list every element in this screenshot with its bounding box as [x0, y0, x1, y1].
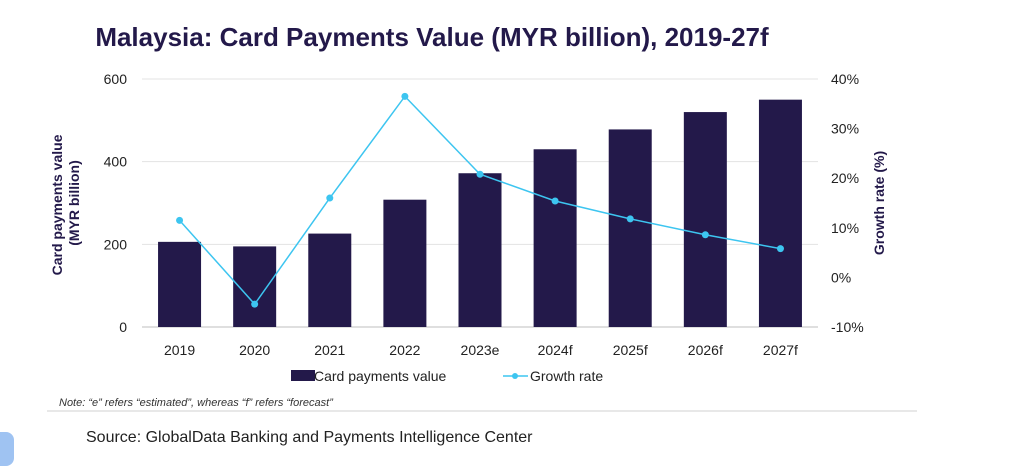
x-tick-label: 2027f [763, 342, 798, 358]
left-tick-label: 400 [104, 154, 128, 170]
chart-source: Source: GlobalData Banking and Payments … [86, 429, 533, 446]
right-tick-label: 30% [831, 121, 859, 137]
left-tick-label: 200 [104, 236, 128, 252]
right-tick-label: 10% [831, 220, 859, 236]
x-tick-label: 2019 [164, 342, 195, 358]
growth-point [476, 170, 484, 178]
legend-swatch-marker [512, 373, 518, 379]
right-tick-label: 0% [831, 269, 851, 285]
right-tick-label: 40% [831, 71, 859, 87]
growth-point [326, 194, 334, 202]
left-tick-label: 600 [104, 71, 128, 87]
legend-label-bar: Card payments value [314, 368, 447, 384]
left-axis-title: Card payments value (MYR billion) [49, 131, 82, 276]
bar [758, 99, 802, 328]
chart-note: Note: “e” refers “estimated”, whereas “f… [59, 397, 334, 409]
x-tick-label: 2020 [239, 342, 270, 358]
line-series [176, 92, 784, 308]
right-tick-label: -10% [831, 319, 864, 335]
legend-swatch-bar [291, 370, 315, 381]
bar [308, 233, 352, 327]
right-axis-title: Growth rate (%) [871, 151, 887, 255]
left-axis-title-line-2: (MYR billion) [66, 160, 82, 246]
growth-point [701, 231, 709, 239]
left-tick-label: 0 [119, 319, 127, 335]
chart-title: Malaysia: Card Payments Value (MYR billi… [95, 22, 769, 52]
growth-point [251, 300, 259, 308]
x-tick-label: 2022 [389, 342, 420, 358]
growth-point [401, 92, 409, 100]
x-tick-label: 2023e [461, 342, 500, 358]
x-tick-label: 2025f [613, 342, 648, 358]
x-tick-label: 2024f [538, 342, 573, 358]
x-tick-label: 2026f [688, 342, 723, 358]
bar [383, 199, 427, 327]
bar [458, 173, 502, 327]
bar-series [158, 99, 802, 328]
left-axis-title-line-1: Card payments value [49, 134, 65, 275]
bar [233, 246, 277, 327]
growth-point [176, 216, 184, 224]
bar [533, 149, 577, 327]
bar [683, 112, 727, 327]
left-axis-ticks: 0 200 400 600 [104, 71, 128, 335]
growth-point [551, 197, 559, 205]
right-axis-ticks: -10% 0% 10% 20% 30% 40% [831, 71, 864, 335]
growth-point [626, 215, 634, 223]
x-tick-label: 2021 [314, 342, 345, 358]
bar [158, 241, 202, 327]
bar [608, 129, 652, 327]
side-tab [0, 432, 14, 466]
x-axis-ticks: 2019 2020 2021 2022 2023e 2024f 2025f 2026f 2027… [164, 342, 798, 358]
legend: Card payments value Growth rate [291, 368, 603, 384]
growth-point [776, 245, 784, 253]
legend-label-line: Growth rate [530, 368, 603, 384]
right-tick-label: 20% [831, 170, 859, 186]
